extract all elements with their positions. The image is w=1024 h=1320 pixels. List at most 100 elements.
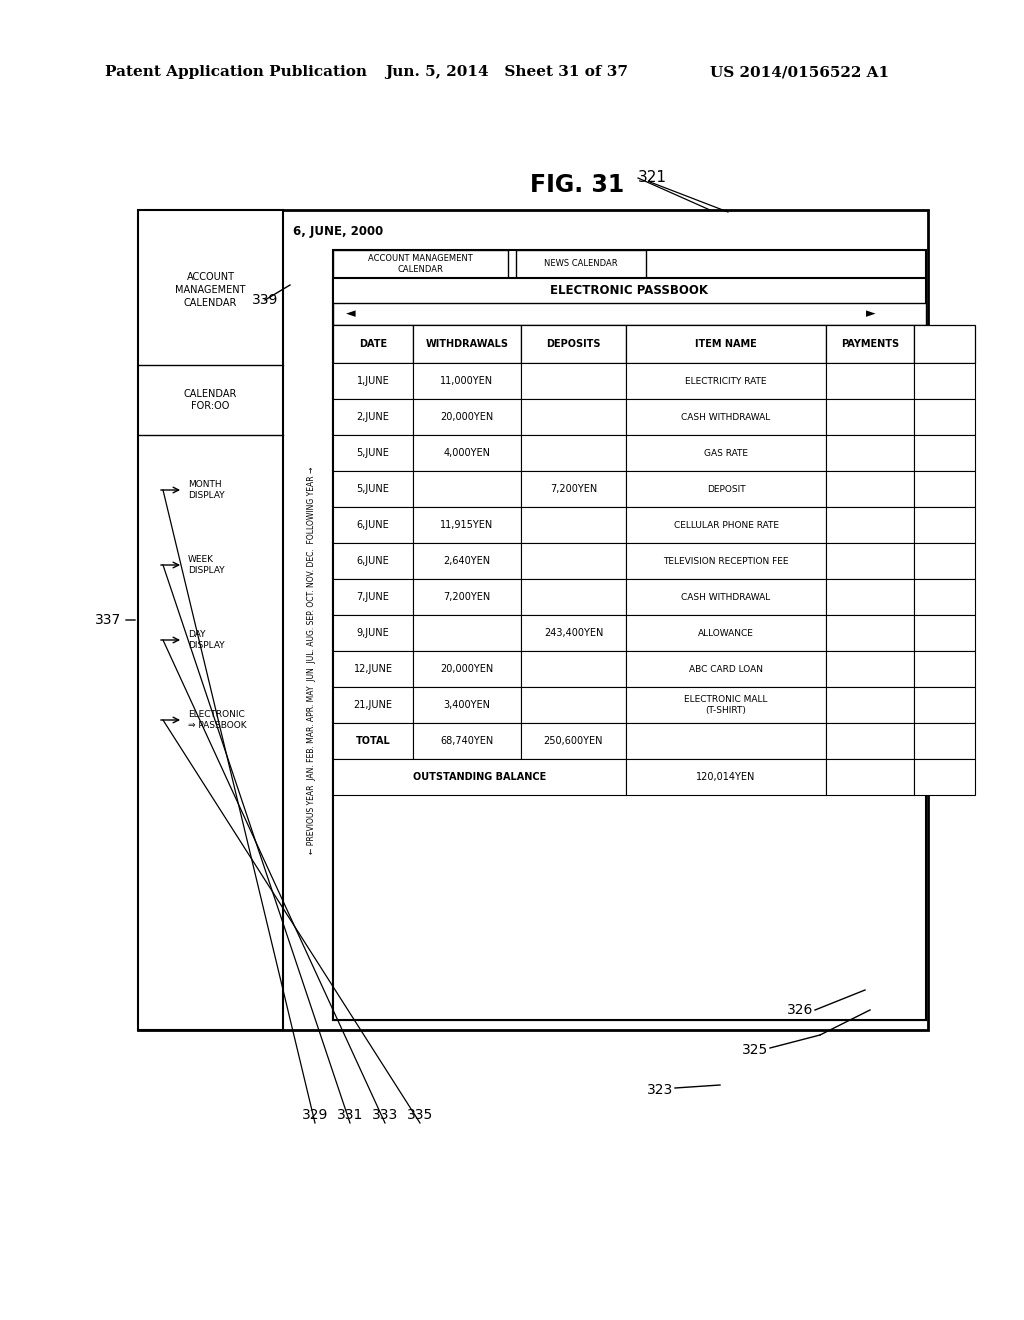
Bar — [333, 436, 413, 471]
Text: ELECTRICITY RATE: ELECTRICITY RATE — [685, 376, 767, 385]
Text: 333: 333 — [372, 1107, 398, 1122]
Bar — [826, 471, 914, 507]
Bar — [138, 210, 283, 1030]
Text: 11,000YEN: 11,000YEN — [440, 376, 494, 385]
Text: 1,JUNE: 1,JUNE — [356, 376, 389, 385]
Bar — [333, 304, 926, 325]
Text: PAYMENTS: PAYMENTS — [841, 339, 899, 348]
Text: ACCOUNT MANAGEMENT
CALENDAR: ACCOUNT MANAGEMENT CALENDAR — [368, 255, 473, 273]
Bar — [914, 543, 975, 579]
Bar — [626, 615, 826, 651]
Bar — [333, 471, 413, 507]
Bar — [914, 507, 975, 543]
Bar — [914, 759, 975, 795]
Bar — [626, 723, 826, 759]
Text: ACCOUNT
MANAGEMENT
CALENDAR: ACCOUNT MANAGEMENT CALENDAR — [175, 272, 246, 308]
Text: 7,200YEN: 7,200YEN — [550, 484, 597, 494]
Text: ALLOWANCE: ALLOWANCE — [698, 628, 754, 638]
Text: 5,JUNE: 5,JUNE — [356, 484, 389, 494]
Text: ELECTRONIC
⇒ PASSBOOK: ELECTRONIC ⇒ PASSBOOK — [188, 710, 247, 730]
Text: ITEM NAME: ITEM NAME — [695, 339, 757, 348]
Text: 2,JUNE: 2,JUNE — [356, 412, 389, 422]
Bar — [333, 759, 626, 795]
Text: DAY
DISPLAY: DAY DISPLAY — [188, 630, 224, 649]
Bar — [826, 759, 914, 795]
Text: 323: 323 — [647, 1082, 673, 1097]
Text: US 2014/0156522 A1: US 2014/0156522 A1 — [710, 65, 889, 79]
Text: 3,400YEN: 3,400YEN — [443, 700, 490, 710]
Bar — [413, 723, 521, 759]
Text: TELEVISION RECEPTION FEE: TELEVISION RECEPTION FEE — [664, 557, 788, 565]
Text: 339: 339 — [252, 293, 279, 308]
Bar — [521, 543, 626, 579]
Text: OUTSTANDING BALANCE: OUTSTANDING BALANCE — [413, 772, 546, 781]
Bar — [914, 723, 975, 759]
Text: 7,JUNE: 7,JUNE — [356, 591, 389, 602]
Text: 120,014YEN: 120,014YEN — [696, 772, 756, 781]
Bar — [333, 723, 413, 759]
Text: NEWS CALENDAR: NEWS CALENDAR — [544, 260, 617, 268]
Bar — [521, 436, 626, 471]
Bar — [914, 651, 975, 686]
Text: 326: 326 — [786, 1003, 813, 1016]
Bar — [626, 686, 826, 723]
Text: 5,JUNE: 5,JUNE — [356, 447, 389, 458]
Text: 9,JUNE: 9,JUNE — [356, 628, 389, 638]
Bar — [333, 363, 413, 399]
Bar — [413, 399, 521, 436]
Bar — [826, 543, 914, 579]
Text: 12,JUNE: 12,JUNE — [353, 664, 392, 675]
Text: 68,740YEN: 68,740YEN — [440, 737, 494, 746]
Bar — [521, 507, 626, 543]
Text: 2,640YEN: 2,640YEN — [443, 556, 490, 566]
Bar — [826, 723, 914, 759]
Text: 6, JUNE, 2000: 6, JUNE, 2000 — [293, 226, 383, 239]
Bar — [413, 471, 521, 507]
Bar — [914, 325, 975, 363]
Text: 4,000YEN: 4,000YEN — [443, 447, 490, 458]
Text: FIG. 31: FIG. 31 — [530, 173, 625, 197]
Bar — [626, 651, 826, 686]
Bar — [826, 363, 914, 399]
Text: 20,000YEN: 20,000YEN — [440, 412, 494, 422]
Text: 20,000YEN: 20,000YEN — [440, 664, 494, 675]
Bar — [914, 363, 975, 399]
Bar — [626, 325, 826, 363]
Bar — [521, 651, 626, 686]
Text: 243,400YEN: 243,400YEN — [544, 628, 603, 638]
Text: 335: 335 — [407, 1107, 433, 1122]
Bar — [521, 723, 626, 759]
Bar — [914, 471, 975, 507]
Bar — [626, 543, 826, 579]
Bar — [626, 363, 826, 399]
Text: Patent Application Publication: Patent Application Publication — [105, 65, 367, 79]
Text: MONTH
DISPLAY: MONTH DISPLAY — [188, 480, 224, 500]
Text: ← PREVIOUS YEAR  JAN. FEB. MAR. APR. MAY  JUN  JUL. AUG. SEP. OCT. NOV. DEC.  FO: ← PREVIOUS YEAR JAN. FEB. MAR. APR. MAY … — [306, 466, 315, 854]
Bar — [826, 507, 914, 543]
Bar — [138, 210, 928, 1030]
Bar — [333, 399, 413, 436]
Bar — [413, 363, 521, 399]
Text: DEPOSIT: DEPOSIT — [707, 484, 745, 494]
Text: 329: 329 — [302, 1107, 328, 1122]
Bar — [413, 686, 521, 723]
Text: Jun. 5, 2014   Sheet 31 of 37: Jun. 5, 2014 Sheet 31 of 37 — [385, 65, 628, 79]
Bar — [333, 651, 413, 686]
Bar — [826, 579, 914, 615]
Bar — [333, 249, 508, 279]
Text: ◄: ◄ — [346, 308, 355, 321]
Bar — [521, 363, 626, 399]
Bar — [516, 249, 646, 279]
Text: DEPOSITS: DEPOSITS — [546, 339, 601, 348]
Bar — [914, 399, 975, 436]
Text: DATE: DATE — [359, 339, 387, 348]
Bar — [914, 579, 975, 615]
Bar — [333, 325, 413, 363]
Bar — [626, 471, 826, 507]
Text: WITHDRAWALS: WITHDRAWALS — [426, 339, 509, 348]
Bar — [626, 399, 826, 436]
Text: 6,JUNE: 6,JUNE — [356, 556, 389, 566]
Text: CASH WITHDRAWAL: CASH WITHDRAWAL — [681, 593, 771, 602]
Text: ABC CARD LOAN: ABC CARD LOAN — [689, 664, 763, 673]
Bar — [333, 543, 413, 579]
